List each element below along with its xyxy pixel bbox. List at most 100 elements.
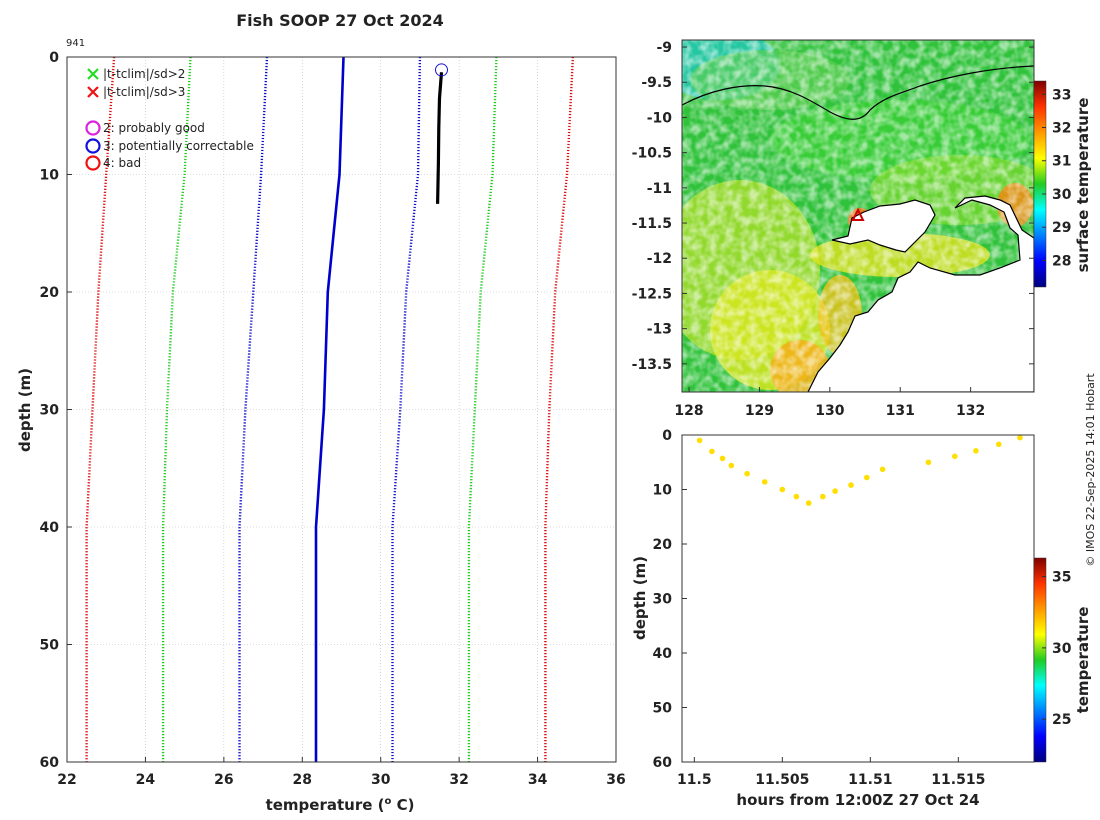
- lon-tick-label: 132: [956, 403, 985, 419]
- profile-y-tick-label: 60: [40, 755, 60, 771]
- time-depth-panel: 11.5 11.505 11.51 11.515 0 10 20 30 40 50 60 hour…: [631, 428, 1092, 809]
- time-depth-point: [779, 486, 786, 493]
- profile-line-clim-3sd-high: [544, 56, 575, 762]
- legend-x-icon: [87, 68, 99, 80]
- time-depth-point: [744, 470, 750, 477]
- profile-x-ticks: 22 24 26 28 30 32 34 36: [57, 757, 626, 788]
- lat-tick-label: -10.5: [632, 146, 672, 162]
- profile-legend: |t-tclim|/sd>2 |t-tclim|/sd>3 2: probably …: [85, 67, 254, 171]
- time-depth-point: [820, 493, 826, 500]
- lat-tick-label: -10: [647, 110, 673, 126]
- profile-series: [85, 56, 575, 762]
- sst-colorbar: [1033, 80, 1047, 288]
- depth-tick-label: 60: [653, 755, 673, 771]
- profile-x-tick-label: 34: [528, 772, 548, 788]
- profile-y-tick-label: 30: [40, 403, 60, 419]
- time-depth-frame: [681, 434, 1035, 763]
- time-depth-point: [864, 474, 870, 481]
- vessel-triangle: [851, 207, 865, 221]
- time-depth-point: [925, 459, 932, 466]
- time-depth-point: [728, 462, 735, 469]
- sst-map-panel: 128 129 130 131 132 -9 -9.5 -10 -10.5 -11 -11.5 -1…: [632, 39, 1092, 419]
- profile-x-tick-label: 30: [371, 772, 391, 788]
- lat-tick-label: -12.5: [632, 286, 672, 302]
- time-depth-point: [973, 448, 979, 454]
- profile-line-clim-2sd-high: [467, 56, 498, 762]
- lon-tick-label: 131: [886, 403, 915, 419]
- profile-x-tick-label: 28: [293, 772, 312, 788]
- profile-x-tick-label: 24: [136, 772, 156, 788]
- temperature-colorbar-label: temperature: [1074, 607, 1092, 714]
- lat-tick-label: -12: [647, 251, 672, 267]
- credit-text: © IMOS 22-Sep-2025 14:01 Hobart: [1084, 373, 1097, 567]
- time-depth-point: [719, 455, 726, 462]
- sst-colorbar-tick-label: 31: [1052, 154, 1071, 170]
- profile-line-clim-1sd-low: [238, 56, 269, 762]
- depth-tick-label: 20: [653, 537, 673, 553]
- sst-colorbar-tick-label: 28: [1052, 253, 1071, 269]
- time-tick-label: 11.505: [755, 772, 809, 788]
- time-tick-label: 11.5: [677, 772, 712, 788]
- profile-line-clim-1sd-high: [391, 56, 422, 762]
- legend-circle-icon: [85, 155, 101, 171]
- temperature-colorbar: [1033, 557, 1047, 763]
- profile-grid: [66, 56, 617, 763]
- profile-qc-marker: [434, 63, 448, 77]
- depth-tick-label: 0: [662, 428, 672, 444]
- time-tick-label: 11.515: [931, 772, 985, 788]
- time-depth-point: [848, 482, 854, 488]
- profile-line-observed: [436, 72, 444, 204]
- legend-label: 3: potentially correctable: [103, 139, 254, 153]
- lat-tick-label: -11.5: [632, 216, 672, 232]
- time-depth-point: [1017, 434, 1023, 441]
- profile-line-clim-2sd-low: [161, 56, 192, 762]
- time-depth-points: [696, 434, 1023, 506]
- vessel-location-icon: [851, 207, 865, 221]
- legend-circle-icon: [85, 120, 101, 136]
- time-depth-point: [879, 466, 886, 473]
- time-depth-point: [709, 448, 715, 455]
- time-depth-point: [805, 500, 812, 506]
- profile-x-tick-label: 32: [449, 772, 468, 788]
- sst-map-lat-ticks: -9 -9.5 -10 -10.5 -11 -11.5 -12 -12.5 -13 -13.5: [632, 40, 1034, 373]
- profile-y-tick-label: 20: [40, 285, 60, 301]
- sst-heatmap: [682, 40, 1034, 392]
- profile-axes-frame: [66, 56, 617, 763]
- sst-colorbar-ticks: 28 29 30 31 32 33: [1042, 87, 1072, 269]
- figure-title: Fish SOOP 27 Oct 2024: [236, 11, 444, 30]
- profile-y-tick-label: 0: [49, 50, 59, 66]
- sst-map-lon-ticks: 128 129 130 131 132: [674, 387, 985, 419]
- legend-label: 2: probably good: [103, 121, 205, 135]
- temperature-colorbar-ticks: 25 30 35: [1042, 570, 1072, 728]
- legend-label: 4: bad: [103, 156, 141, 170]
- profile-y-tick-label: 50: [40, 638, 60, 654]
- legend-circle-icon: [85, 138, 101, 154]
- depth-tick-label: 10: [653, 483, 673, 499]
- lat-tick-label: -13: [647, 322, 672, 338]
- sst-colorbar-tick-label: 33: [1052, 87, 1071, 103]
- lat-tick-label: -9.5: [641, 75, 672, 91]
- profile-annotation: 941: [66, 38, 85, 49]
- depth-tick-label: 30: [653, 592, 673, 608]
- time-tick-label: 11.51: [848, 772, 892, 788]
- lon-tick-label: 128: [674, 403, 703, 419]
- sst-colorbar-label: surface temperature: [1074, 98, 1092, 273]
- profile-y-ticks: 0 10 20 30 40 50 60: [40, 50, 72, 771]
- lat-tick-label: -13.5: [632, 357, 672, 373]
- profile-y-axis-label: depth (m): [16, 368, 34, 452]
- legend-x-icon: [87, 86, 99, 98]
- lon-tick-label: 129: [745, 403, 774, 419]
- time-depth-point: [952, 453, 958, 460]
- temperature-colorbar-tick-label: 35: [1052, 570, 1071, 586]
- time-depth-y-ticks: 0 10 20 30 40 50 60: [653, 428, 687, 771]
- sst-colorbar-tick-label: 30: [1052, 187, 1072, 203]
- profile-x-tick-label: 22: [57, 772, 76, 788]
- depth-tick-label: 40: [653, 646, 673, 662]
- time-depth-x-axis-label: hours from 12:00Z 27 Oct 24: [736, 791, 979, 809]
- temperature-colorbar-tick-label: 30: [1052, 641, 1072, 657]
- profile-x-tick-label: 26: [214, 772, 233, 788]
- lon-tick-label: 130: [815, 403, 844, 419]
- lat-tick-label: -9: [656, 40, 672, 56]
- profile-x-tick-label: 36: [606, 772, 625, 788]
